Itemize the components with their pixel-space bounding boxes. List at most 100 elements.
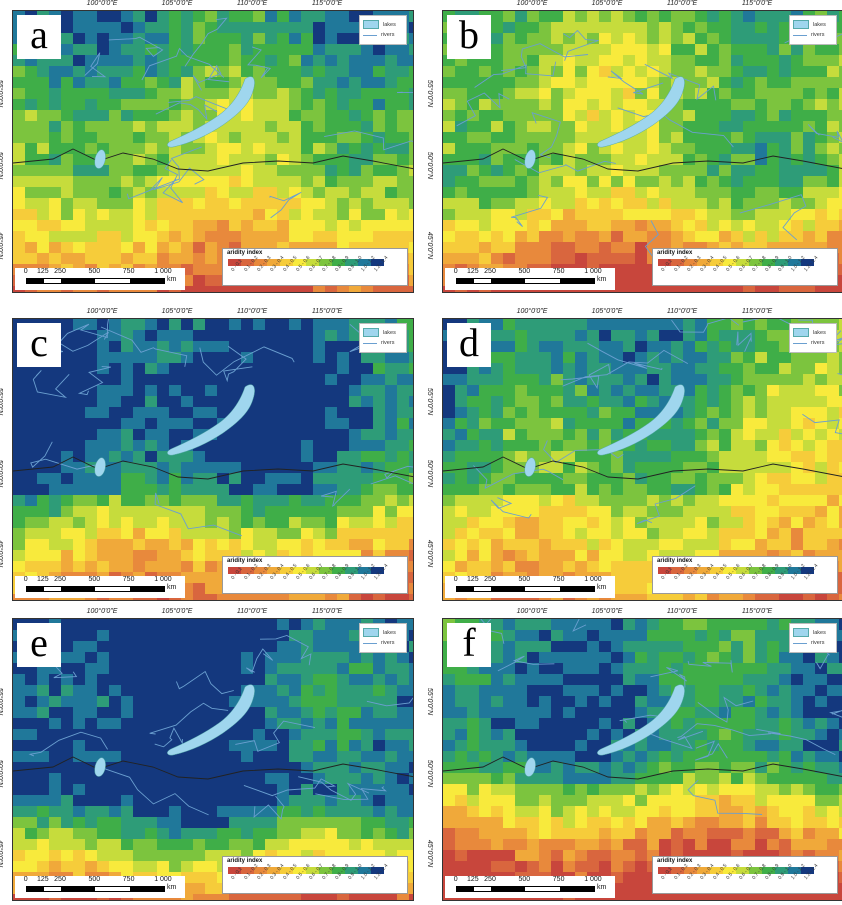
raster-cell bbox=[73, 198, 86, 210]
raster-cell bbox=[73, 473, 86, 485]
raster-cell bbox=[563, 209, 576, 221]
scale-bar-label: 125 bbox=[466, 576, 479, 583]
raster-cell bbox=[289, 451, 302, 463]
raster-cell bbox=[25, 517, 38, 529]
raster-cell bbox=[599, 440, 612, 452]
raster-cell bbox=[289, 762, 302, 774]
raster-cell bbox=[455, 473, 468, 485]
raster-cell bbox=[755, 209, 768, 221]
raster-cell bbox=[803, 44, 816, 56]
raster-cell bbox=[491, 363, 504, 375]
raster-cell bbox=[527, 407, 540, 419]
raster-cell bbox=[97, 630, 110, 642]
raster-cell bbox=[109, 495, 122, 507]
raster-cell bbox=[635, 528, 648, 540]
raster-cell bbox=[539, 550, 552, 562]
raster-cell bbox=[13, 795, 26, 807]
river-line bbox=[474, 61, 557, 88]
raster-cell bbox=[337, 506, 350, 518]
raster-cell bbox=[839, 407, 842, 419]
raster-cell bbox=[467, 176, 480, 188]
river-line bbox=[162, 159, 183, 204]
raster-cell bbox=[157, 418, 170, 430]
raster-cell bbox=[157, 828, 170, 840]
raster-cell bbox=[121, 231, 134, 243]
raster-cell bbox=[839, 352, 842, 364]
raster-cell bbox=[85, 630, 98, 642]
raster-cell bbox=[409, 242, 413, 254]
raster-cell bbox=[731, 99, 744, 111]
raster-cell bbox=[683, 418, 696, 430]
raster-cell bbox=[755, 594, 768, 600]
raster-cell bbox=[217, 341, 230, 353]
raster-cell bbox=[827, 594, 840, 600]
raster-cell bbox=[145, 550, 158, 562]
raster-cell bbox=[409, 685, 413, 697]
raster-cell bbox=[385, 550, 398, 562]
raster-cell bbox=[121, 795, 134, 807]
raster-cell bbox=[647, 352, 660, 364]
raster-cell bbox=[217, 773, 230, 785]
raster-cell bbox=[277, 341, 290, 353]
raster-cell bbox=[755, 495, 768, 507]
raster-cell bbox=[121, 429, 134, 441]
raster-cell bbox=[13, 539, 26, 551]
raster-cell bbox=[25, 66, 38, 78]
raster-cell bbox=[121, 440, 134, 452]
raster-cell bbox=[803, 539, 816, 551]
raster-cell bbox=[719, 539, 732, 551]
raster-cell bbox=[467, 473, 480, 485]
raster-cell bbox=[325, 429, 338, 441]
raster-cell bbox=[611, 88, 624, 100]
raster-cell bbox=[301, 718, 314, 730]
raster-cell bbox=[539, 176, 552, 188]
raster-cell bbox=[337, 839, 350, 851]
raster-cell bbox=[337, 795, 350, 807]
raster-cell bbox=[157, 751, 170, 763]
raster-cell bbox=[301, 473, 314, 485]
scale-bar-segment bbox=[26, 279, 44, 283]
raster-cell bbox=[479, 473, 492, 485]
raster-cell bbox=[397, 418, 410, 430]
raster-cell bbox=[623, 396, 636, 408]
raster-cell bbox=[61, 121, 74, 133]
raster-cell bbox=[157, 154, 170, 166]
raster-cell bbox=[349, 220, 362, 232]
raster-cell bbox=[265, 630, 278, 642]
raster-cell bbox=[97, 319, 110, 331]
raster-cell bbox=[611, 572, 624, 584]
raster-cell bbox=[361, 374, 374, 386]
raster-cell bbox=[265, 484, 278, 496]
raster-cell bbox=[827, 88, 840, 100]
river-line bbox=[531, 111, 561, 159]
raster-cell bbox=[85, 110, 98, 122]
raster-cell bbox=[241, 751, 254, 763]
raster-cell bbox=[409, 451, 413, 463]
raster-cell bbox=[659, 165, 672, 177]
raster-cell bbox=[265, 110, 278, 122]
raster-cell bbox=[349, 839, 362, 851]
raster-cell bbox=[157, 506, 170, 518]
raster-cell bbox=[743, 550, 756, 562]
raster-cell bbox=[659, 132, 672, 144]
raster-cell bbox=[803, 99, 816, 111]
raster-cell bbox=[241, 99, 254, 111]
raster-cell bbox=[743, 143, 756, 155]
raster-cell bbox=[169, 784, 182, 796]
raster-cell bbox=[181, 88, 194, 100]
raster-cell bbox=[325, 44, 338, 56]
raster-cell bbox=[527, 550, 540, 562]
raster-cell bbox=[157, 652, 170, 664]
raster-cell bbox=[467, 143, 480, 155]
raster-cell bbox=[25, 198, 38, 210]
raster-cell bbox=[133, 429, 146, 441]
raster-cell bbox=[193, 506, 206, 518]
raster-cell bbox=[145, 209, 158, 221]
raster-cell bbox=[229, 839, 242, 851]
raster-cell bbox=[289, 740, 302, 752]
panel-letter: b bbox=[447, 15, 491, 59]
aridity-legend-title: aridity index bbox=[657, 558, 693, 564]
raster-cell bbox=[397, 110, 410, 122]
raster-cell bbox=[515, 550, 528, 562]
raster-cell bbox=[455, 429, 468, 441]
